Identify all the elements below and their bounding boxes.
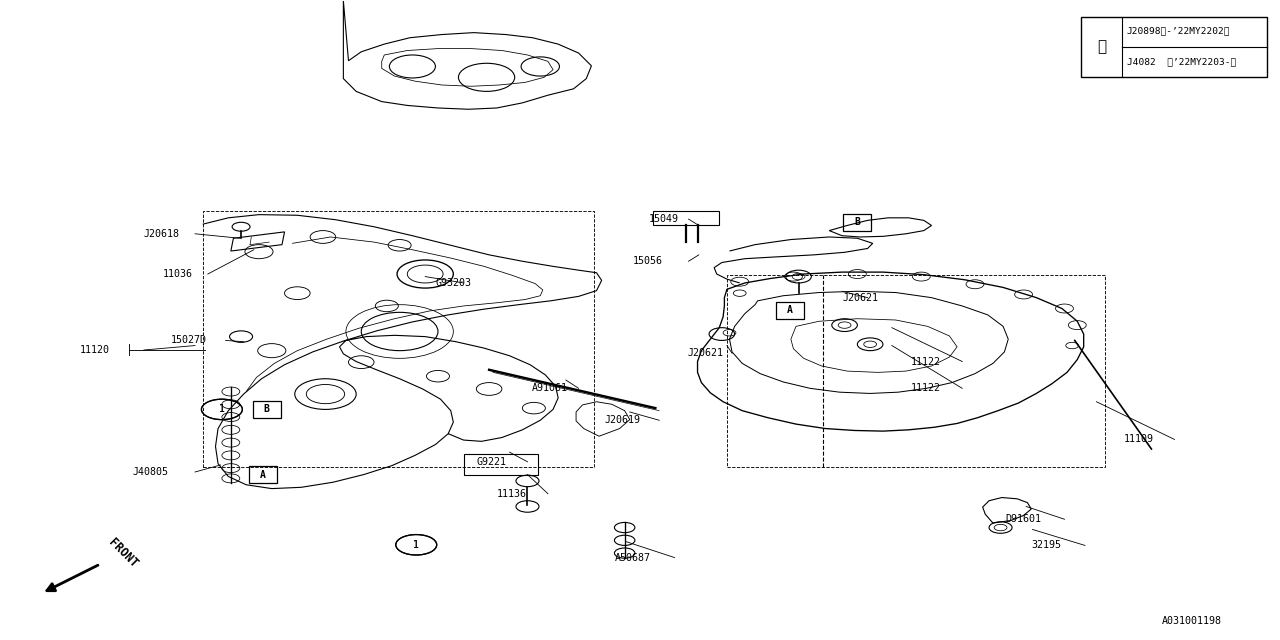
Text: J20621: J20621: [842, 292, 878, 303]
Text: A: A: [260, 470, 266, 479]
Text: FRONT: FRONT: [105, 536, 140, 570]
Text: 1: 1: [219, 404, 225, 415]
Text: 11122: 11122: [911, 356, 941, 367]
Text: 1: 1: [413, 540, 419, 550]
Text: 15056: 15056: [632, 256, 662, 266]
Text: J20618: J20618: [143, 228, 180, 239]
Text: J40805: J40805: [132, 467, 169, 477]
Text: 15027D: 15027D: [170, 335, 207, 346]
Text: A: A: [787, 305, 792, 316]
Text: J4082  （’22MY2203-）: J4082 （’22MY2203-）: [1126, 57, 1235, 66]
Text: A031001198: A031001198: [1162, 616, 1222, 627]
Text: J20619: J20619: [604, 415, 640, 425]
Text: 11036: 11036: [163, 269, 193, 279]
Text: 11109: 11109: [1124, 435, 1153, 444]
Text: 15049: 15049: [649, 214, 678, 224]
Text: J20898（-’22MY2202）: J20898（-’22MY2202）: [1126, 27, 1230, 36]
Text: A91061: A91061: [531, 383, 567, 394]
Text: 11120: 11120: [79, 345, 110, 355]
Text: A50687: A50687: [614, 552, 650, 563]
Text: 1: 1: [413, 540, 419, 550]
Text: B: B: [264, 404, 270, 415]
Text: G9221: G9221: [476, 457, 507, 467]
Text: 32195: 32195: [1032, 540, 1061, 550]
Text: B: B: [855, 218, 860, 227]
Text: G93203: G93203: [435, 278, 471, 288]
Text: 1: 1: [219, 404, 225, 415]
Text: ①: ①: [1097, 40, 1106, 54]
Text: 11122: 11122: [911, 383, 941, 394]
Text: D91601: D91601: [1006, 515, 1042, 524]
Text: J20621: J20621: [687, 348, 723, 358]
Text: 11136: 11136: [497, 489, 527, 499]
